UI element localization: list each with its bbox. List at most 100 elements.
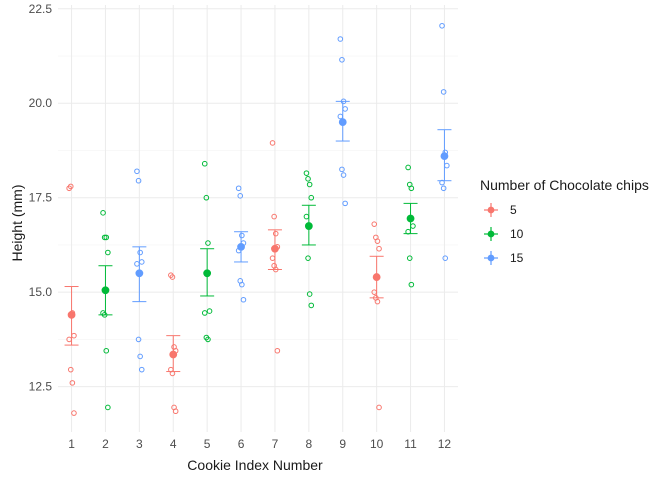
- data-point: [342, 106, 348, 112]
- x-tick-labels: 1 2 3 4 5 6 7 8 9 10 11 12: [68, 437, 451, 451]
- x-tick-label: 10: [370, 437, 384, 451]
- mean-point: [440, 152, 449, 161]
- y-axis-title: Height (mm): [9, 184, 25, 261]
- data-point: [138, 259, 145, 265]
- data-point: [237, 193, 244, 199]
- x-tick-label: 11: [404, 437, 417, 451]
- y-tick-label: 20.0: [29, 96, 53, 110]
- mean-point: [406, 214, 415, 223]
- data-point: [308, 194, 315, 201]
- data-point: [135, 336, 142, 343]
- plot-marks: [64, 22, 452, 416]
- data-point: [205, 336, 211, 343]
- data-point: [374, 238, 381, 244]
- legend-entry: 5: [484, 203, 517, 217]
- data-point: [337, 36, 344, 42]
- mean-point: [203, 269, 212, 278]
- data-point: [137, 249, 143, 256]
- data-point: [206, 308, 213, 314]
- x-tick-label: 4: [170, 437, 177, 451]
- legend: Number of Chocolate chips 5 10 15: [480, 177, 649, 265]
- mean-point: [271, 244, 279, 253]
- x-tick-label: 7: [272, 437, 279, 451]
- data-point: [440, 185, 447, 192]
- data-point: [134, 261, 140, 267]
- y-tick-label: 17.5: [29, 191, 53, 205]
- data-point: [71, 410, 77, 416]
- mean-point: [372, 273, 381, 281]
- x-tick-label: 12: [438, 437, 452, 451]
- data-point: [337, 113, 344, 120]
- x-tick-label: 1: [68, 437, 75, 451]
- data-point: [444, 162, 450, 169]
- x-tick-label: 2: [102, 437, 109, 451]
- series-15: [132, 22, 452, 373]
- data-point: [308, 302, 315, 309]
- x-axis-title: Cookie Index Number: [187, 457, 323, 473]
- mean-point: [67, 310, 76, 319]
- data-point: [239, 232, 245, 239]
- data-point: [306, 291, 313, 297]
- data-point: [303, 170, 310, 176]
- legend-title: Number of Chocolate chips: [480, 177, 649, 193]
- data-point: [105, 249, 111, 256]
- data-point: [203, 194, 210, 201]
- grid: [58, 5, 458, 432]
- data-point: [240, 296, 247, 303]
- data-point: [306, 181, 313, 188]
- mean-point: [304, 222, 313, 230]
- data-point: [69, 380, 76, 386]
- data-point: [205, 240, 211, 246]
- legend-key-point: [487, 206, 495, 214]
- data-point: [305, 255, 311, 261]
- mean-point: [237, 242, 245, 251]
- legend-entry: 15: [484, 251, 524, 265]
- legend-entry: 10: [484, 227, 524, 241]
- legend-entries: 5 10 15: [484, 203, 524, 265]
- legend-label: 10: [510, 227, 524, 241]
- x-tick-label: 6: [238, 437, 245, 451]
- data-point: [439, 22, 445, 29]
- x-tick-label: 8: [306, 437, 313, 451]
- data-point: [239, 281, 245, 288]
- data-point: [339, 166, 345, 173]
- data-point: [201, 310, 208, 316]
- data-point: [235, 185, 242, 192]
- series-10: [98, 160, 418, 411]
- data-point: [408, 185, 415, 192]
- y-tick-label: 15.0: [29, 285, 53, 299]
- y-tick-labels: 12.5 15.0 17.5 20.0 22.5: [29, 2, 53, 394]
- data-point: [67, 366, 74, 373]
- data-point: [103, 347, 110, 354]
- data-point: [303, 213, 310, 220]
- data-point: [134, 168, 140, 175]
- data-point: [274, 347, 281, 354]
- mean-point: [169, 350, 178, 359]
- y-tick-label: 22.5: [29, 2, 53, 16]
- x-tick-label: 3: [136, 437, 143, 451]
- data-point: [442, 255, 449, 261]
- legend-label: 15: [510, 251, 524, 265]
- legend-key-point: [487, 254, 495, 262]
- data-point: [340, 172, 347, 178]
- data-point: [71, 332, 77, 339]
- data-point: [137, 353, 143, 360]
- data-point: [67, 183, 74, 190]
- data-point: [100, 210, 106, 216]
- data-point: [376, 245, 382, 252]
- legend-label: 5: [510, 203, 517, 217]
- data-point: [105, 404, 111, 411]
- data-point: [138, 366, 145, 373]
- data-point: [305, 176, 311, 182]
- data-point: [374, 298, 381, 305]
- mean-point: [135, 269, 144, 278]
- data-point: [339, 56, 345, 63]
- data-point: [406, 255, 413, 261]
- data-point: [342, 200, 348, 207]
- data-point: [272, 230, 279, 237]
- data-point: [169, 274, 176, 280]
- data-point: [405, 164, 411, 171]
- mean-point: [338, 118, 347, 127]
- data-point: [172, 408, 179, 415]
